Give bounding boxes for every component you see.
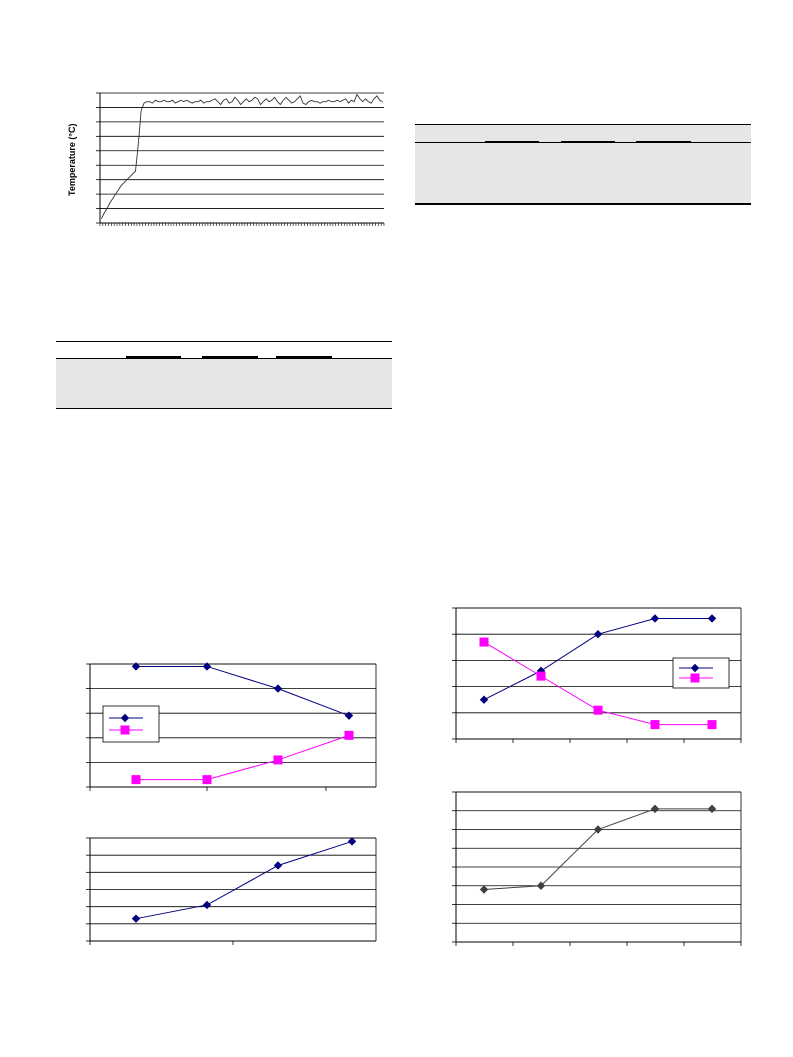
data-point [131, 775, 141, 785]
table-left-body [56, 359, 392, 408]
data-point [202, 662, 212, 671]
data-point [131, 662, 141, 671]
series-line [136, 665, 350, 717]
legend-box [102, 705, 160, 743]
series-line [136, 734, 350, 781]
data-point [536, 671, 546, 681]
series-line [101, 93, 383, 219]
table-left-top-rule [56, 341, 392, 342]
legend-swatch-marker [690, 663, 700, 673]
data-point [650, 614, 660, 623]
table-left-bottom-rule [56, 408, 392, 409]
data-point [344, 711, 354, 720]
table-left-column-rule [276, 356, 332, 358]
data-point [650, 804, 660, 814]
series-line [483, 808, 712, 890]
table-right-header-row [415, 125, 751, 142]
data-point [273, 861, 283, 870]
data-point [593, 630, 603, 639]
table-right [415, 124, 751, 205]
table-left-header-rule [56, 358, 392, 359]
table-left [56, 341, 392, 409]
data-point [650, 720, 660, 730]
data-point [593, 705, 603, 715]
table-left-column-rule [202, 356, 258, 358]
series-line [135, 840, 353, 920]
data-point [273, 684, 283, 693]
data-point [707, 614, 717, 623]
data-point [479, 637, 489, 647]
data-point [202, 775, 212, 785]
data-point [479, 695, 489, 704]
data-point [707, 804, 717, 814]
legend-box [672, 657, 730, 689]
table-right-bottom-rule [415, 203, 751, 205]
legend-swatch-marker [120, 713, 130, 723]
table-right-top-rule [415, 124, 751, 125]
data-point [707, 720, 717, 730]
data-point [273, 755, 283, 765]
data-point [479, 885, 489, 894]
legend-swatch-marker [690, 673, 700, 683]
data-point [536, 881, 546, 890]
data-point [131, 914, 141, 923]
legend-swatch-marker [120, 725, 130, 735]
data-point [344, 730, 354, 740]
table-right-header-rule [415, 142, 751, 143]
data-point [202, 900, 212, 910]
data-point [347, 837, 357, 846]
table-left-column-rule [126, 356, 181, 358]
table-right-body [415, 143, 751, 203]
data-point [593, 825, 603, 834]
